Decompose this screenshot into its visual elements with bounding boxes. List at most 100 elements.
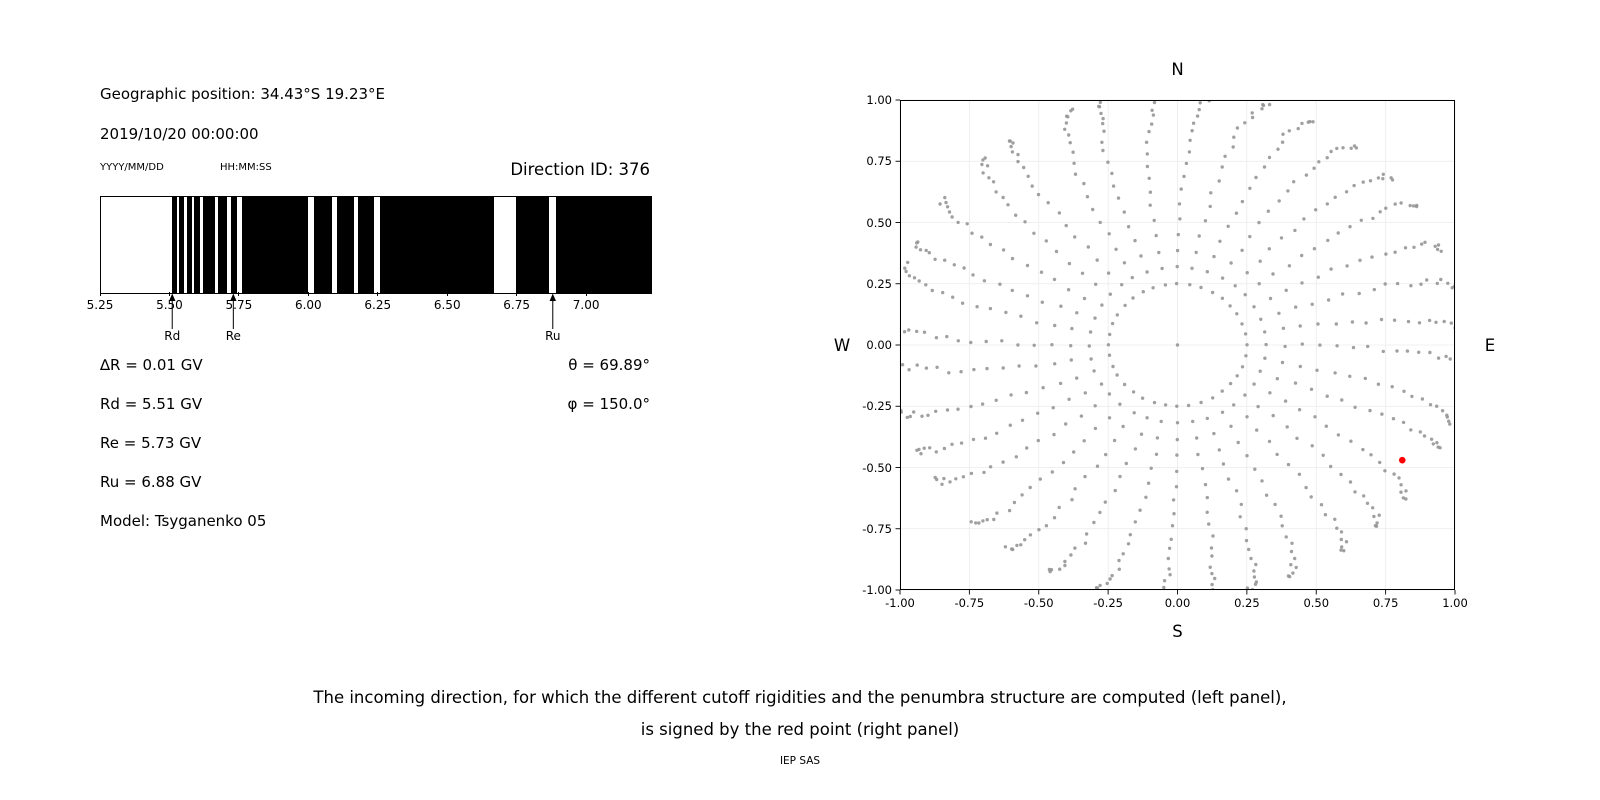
direction-dot <box>1342 549 1346 553</box>
direction-dot <box>1267 102 1272 107</box>
direction-dot <box>1369 453 1373 457</box>
direction-dot <box>1249 556 1253 561</box>
y-tick-label: 1.00 <box>866 93 892 107</box>
direction-dot <box>1341 146 1345 150</box>
direction-dot <box>1309 387 1314 391</box>
direction-dot <box>1232 403 1236 407</box>
direction-dot <box>1344 190 1349 194</box>
direction-dot <box>1383 282 1387 286</box>
direction-dot <box>1446 281 1450 285</box>
direction-dot <box>1117 567 1121 571</box>
penumbra-tick-mark <box>377 292 379 296</box>
direction-dot <box>1210 290 1215 295</box>
direction-dot <box>1112 438 1117 443</box>
direction-dot <box>1379 317 1384 322</box>
direction-dot <box>1344 540 1349 544</box>
direction-dot <box>1381 177 1385 181</box>
direction-dot <box>1047 567 1052 572</box>
direction-dot <box>1439 277 1443 282</box>
cutoff-marker-label: Rd <box>164 329 181 343</box>
direction-dot <box>1333 517 1337 521</box>
direction-dot <box>1188 283 1192 287</box>
direction-dot <box>1212 431 1216 436</box>
cutoff-marker-arrowhead <box>230 293 237 301</box>
direction-dot <box>1285 425 1289 429</box>
x-tick-label: 0.50 <box>1303 596 1330 610</box>
direction-dot <box>1175 264 1179 269</box>
direction-dot <box>1145 270 1149 274</box>
direction-dot <box>1067 261 1072 266</box>
direction-dot <box>1271 272 1275 276</box>
penumbra-tick-mark <box>516 292 518 296</box>
direction-dot <box>1064 121 1069 125</box>
direction-dot <box>985 164 990 168</box>
direction-dot <box>1293 228 1297 233</box>
direction-dot <box>1016 159 1020 164</box>
direction-dot <box>1420 242 1424 246</box>
direction-dot <box>1220 296 1225 300</box>
direction-dot <box>1258 369 1262 373</box>
direction-dot <box>1412 245 1416 249</box>
penumbra-black-band <box>336 197 354 293</box>
direction-dot <box>1111 364 1115 369</box>
direction-dot <box>1140 396 1145 400</box>
direction-dot <box>1115 313 1119 317</box>
direction-dot <box>1214 93 1217 96</box>
direction-dot <box>935 365 939 369</box>
direction-dot <box>1123 303 1127 308</box>
direction-dot <box>1039 270 1044 274</box>
y-tick-label: -1.00 <box>862 583 892 597</box>
direction-dot <box>1363 376 1367 381</box>
direction-dot <box>1263 356 1267 360</box>
direction-dot <box>1145 164 1150 169</box>
caption-line-2: is signed by the red point (right panel) <box>640 720 960 739</box>
direction-dot <box>1151 113 1156 117</box>
direction-dot <box>1151 286 1155 290</box>
direction-dot <box>1167 567 1171 571</box>
direction-dot <box>969 471 974 476</box>
direction-dot <box>1065 114 1069 118</box>
direction-dot <box>1144 495 1148 499</box>
direction-dot <box>1218 239 1222 243</box>
direction-dot <box>1460 332 1463 335</box>
direction-dot <box>1392 472 1396 476</box>
direction-dot <box>1110 573 1114 578</box>
direction-dot <box>1461 361 1464 364</box>
penumbra-tick-label: 5.75 <box>225 298 253 312</box>
direction-dot <box>1252 382 1256 386</box>
direction-dot <box>1333 195 1337 199</box>
penumbra-tick-mark <box>307 292 309 296</box>
direction-dot <box>1404 497 1408 501</box>
direction-dot <box>952 263 956 267</box>
direction-dot <box>1286 189 1290 193</box>
rd-value: Rd = 5.51 GV <box>100 395 203 413</box>
direction-dot <box>1429 437 1434 441</box>
direction-dot <box>890 354 893 357</box>
direction-dot <box>1070 107 1075 111</box>
direction-dot <box>1084 532 1089 536</box>
direction-dot <box>938 202 942 206</box>
direction-dot <box>995 511 999 515</box>
direction-dot <box>942 446 947 451</box>
direction-dot <box>1175 469 1179 474</box>
direction-dot <box>1460 332 1463 335</box>
direction-dot <box>1260 479 1264 483</box>
direction-dot <box>1339 472 1343 477</box>
direction-dot <box>1217 448 1221 452</box>
direction-dot <box>1329 464 1333 469</box>
direction-dot <box>1329 267 1333 271</box>
direction-dot <box>1439 249 1443 253</box>
direction-dot <box>1417 350 1421 354</box>
direction-dot <box>1063 127 1067 131</box>
direction-dot <box>916 240 920 244</box>
direction-dot <box>1132 411 1136 415</box>
direction-dot <box>1092 369 1096 373</box>
direction-dot <box>1335 344 1339 348</box>
direction-dot <box>1010 150 1015 154</box>
direction-dot <box>1393 202 1397 206</box>
direction-dot <box>1284 535 1288 539</box>
direction-dot <box>1199 400 1203 405</box>
direction-dot <box>1390 385 1394 389</box>
penumbra-tick-mark <box>238 292 240 296</box>
penumbra-tick-label: 6.50 <box>433 298 461 312</box>
